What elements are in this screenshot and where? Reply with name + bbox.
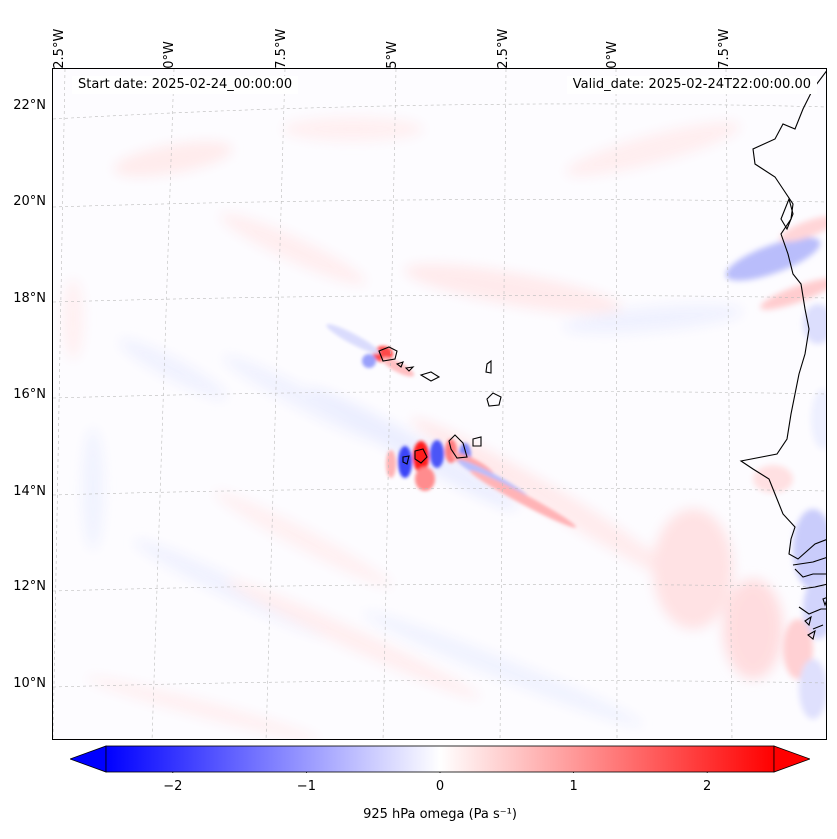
cape-verde-islands <box>378 346 502 465</box>
colorbar-tick-label: 2 <box>703 779 712 794</box>
colorbar-tick-label: −2 <box>163 779 183 794</box>
lat-label-16n: 16°N <box>13 387 46 402</box>
island-omega-signals <box>326 324 577 528</box>
start-date-label: Start date: 2025-02-24_00:00:00 <box>72 76 299 94</box>
colorbar-extend-max <box>773 745 810 773</box>
omega-field-map <box>53 69 826 739</box>
colorbar-ticks <box>172 772 708 773</box>
valid-date-label: Valid_date: 2025-02-24T22:00:00.00 <box>566 76 817 94</box>
lat-label-12n: 12°N <box>13 579 46 594</box>
colorbar-tick-label: 1 <box>569 779 578 794</box>
lat-label-10n: 10°N <box>13 676 46 691</box>
colorbar-extend-min <box>70 745 107 773</box>
colorbar-title: 925 hPa omega (Pa s⁻¹) <box>363 807 517 822</box>
coastline <box>739 70 826 640</box>
background-omega-patches <box>63 117 783 739</box>
lat-label-22n: 22°N <box>13 98 46 113</box>
lat-label-18n: 18°N <box>13 291 46 306</box>
colorbar-tick-label: 0 <box>435 779 445 794</box>
map-gridlines <box>53 69 826 739</box>
map-panel <box>52 68 827 740</box>
colorbar-gradient <box>105 745 775 773</box>
colorbar <box>70 745 810 773</box>
colorbar-tick-label: −1 <box>296 779 316 794</box>
lat-label-14n: 14°N <box>13 484 46 499</box>
lat-label-20n: 20°N <box>13 194 46 209</box>
